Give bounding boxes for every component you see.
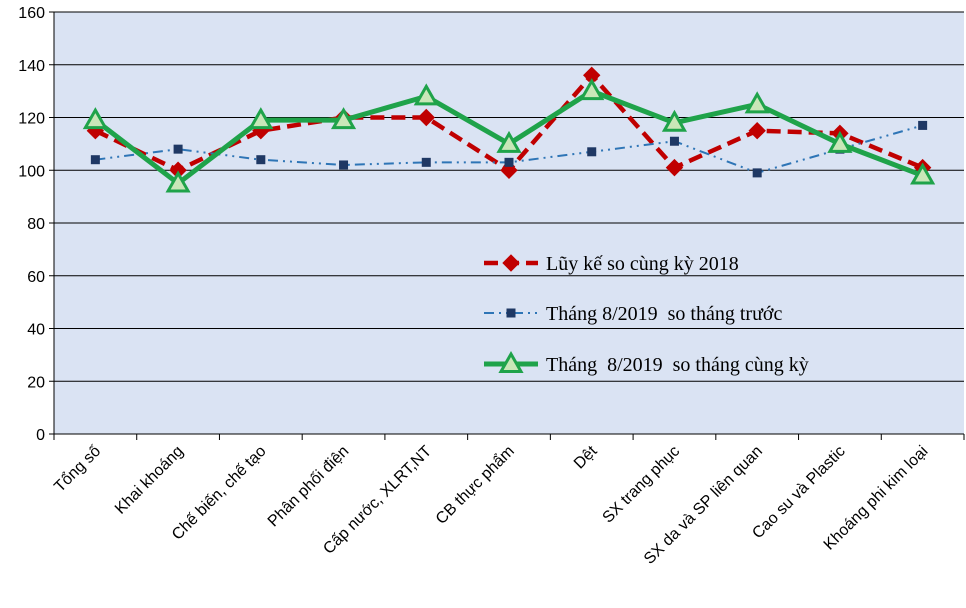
y-tick-label: 40: [27, 322, 45, 339]
series-3: [82, 78, 936, 193]
data-point: [421, 157, 431, 167]
data-point: [256, 155, 266, 165]
legend-item-3: Tháng 8/2019 so tháng cùng kỳ: [484, 350, 809, 376]
legend: Lũy kế so cùng kỳ 2018 Tháng 8/2019 so th…: [484, 253, 809, 376]
data-point: [744, 91, 770, 114]
data-point: [587, 147, 597, 157]
data-point: [665, 158, 684, 177]
data-point: [248, 107, 274, 130]
y-tick-label: 60: [27, 269, 45, 286]
y-tick-label: 20: [27, 374, 45, 391]
legend-marker: [506, 308, 516, 318]
y-tick-label: 140: [18, 58, 45, 75]
data-point: [173, 144, 183, 154]
data-point: [496, 130, 522, 153]
legend-marker: [498, 350, 524, 373]
data-point: [82, 107, 108, 130]
legend-marker: [502, 254, 520, 272]
data-point: [417, 108, 435, 127]
data-point: [918, 120, 928, 130]
legend-item-1: Lũy kế so cùng kỳ 2018: [484, 253, 739, 275]
data-point: [413, 83, 439, 106]
legend-label: Tháng 8/2019 so tháng cùng kỳ: [546, 354, 809, 376]
y-tick-label: 80: [27, 216, 45, 233]
data-point: [748, 121, 766, 140]
y-tick-label: 0: [36, 427, 45, 444]
data-point: [752, 168, 762, 178]
data-point: [90, 155, 100, 165]
series-layer: [82, 66, 936, 193]
data-point: [339, 160, 349, 170]
data-point: [504, 157, 514, 167]
data-point: [827, 130, 853, 153]
grid-lines: [54, 11, 964, 382]
data-point: [330, 107, 357, 130]
y-tick-label: 100: [18, 163, 45, 180]
y-tick-label: 120: [18, 111, 45, 128]
legend-label: Lũy kế so cùng kỳ 2018: [546, 253, 739, 275]
series-2: [90, 120, 928, 178]
y-axis-ticks: 0 20 40 60 80 100 120 140 160: [18, 5, 54, 444]
data-point: [579, 78, 605, 101]
data-point: [669, 136, 679, 146]
y-tick-label: 160: [18, 5, 45, 22]
legend-label: Tháng 8/2019 so tháng trước: [546, 303, 783, 325]
data-point: [910, 162, 936, 185]
data-point: [661, 109, 688, 132]
data-point: [165, 170, 191, 193]
legend-item-2: Tháng 8/2019 so tháng trước: [484, 303, 783, 325]
